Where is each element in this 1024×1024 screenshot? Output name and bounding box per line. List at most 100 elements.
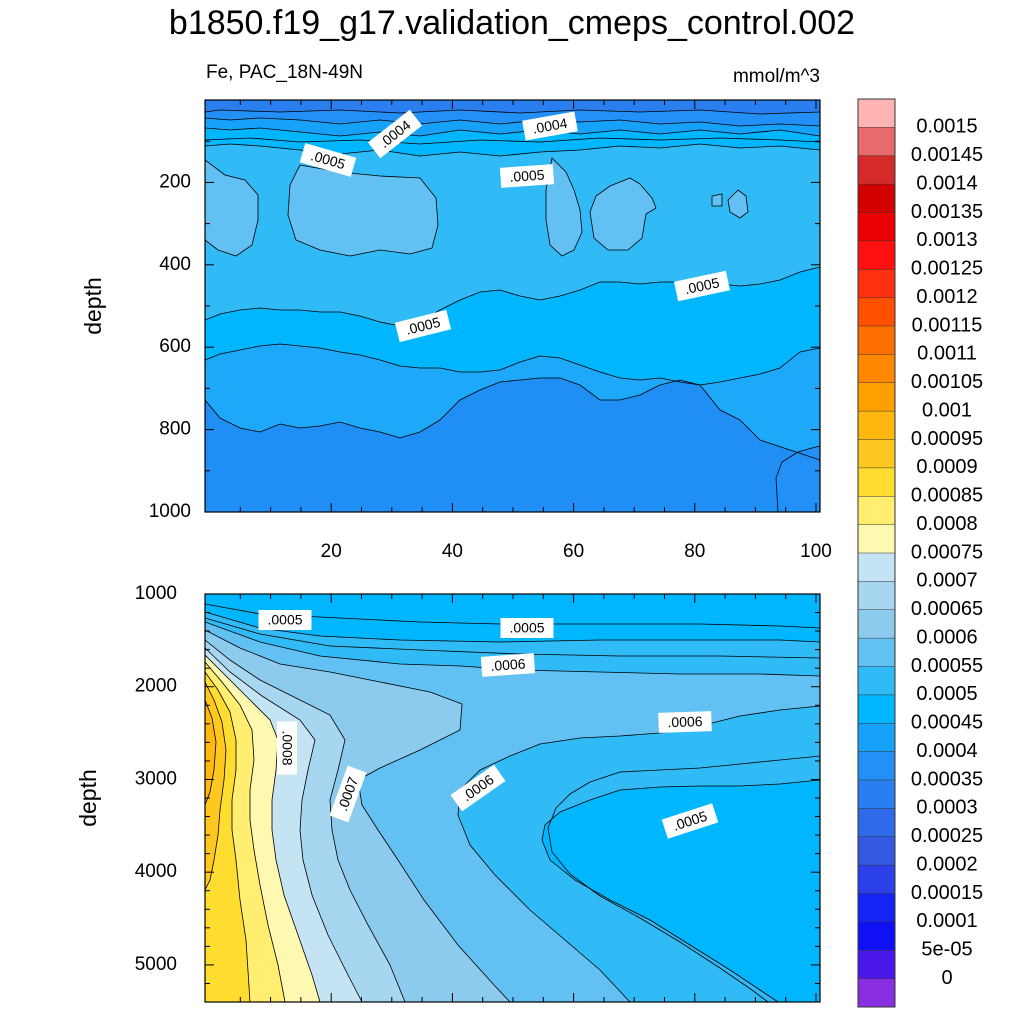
contour-label: .0005 <box>499 164 555 188</box>
contour-label-box <box>277 721 297 775</box>
lower-ytick-label: 2000 <box>135 676 177 697</box>
colorbar-label: 0.00065 <box>911 598 983 620</box>
variable-region-label: Fe, PAC_18N-49N <box>206 62 363 83</box>
contour-label-box <box>258 610 312 630</box>
upper-panel <box>205 100 820 512</box>
upper-surface-0003 <box>205 100 820 114</box>
upper-xtick-label: 60 <box>563 541 584 562</box>
contour-label-box <box>499 164 555 188</box>
upper-xtick-label: 40 <box>442 541 463 562</box>
contour-label: .0008 <box>277 721 297 775</box>
colorbar-swatch <box>858 240 895 270</box>
colorbar-swatch <box>858 666 895 696</box>
contour-label-box <box>500 618 554 638</box>
colorbar-swatch <box>858 638 895 667</box>
colorbar-label: 0.0009 <box>916 456 977 478</box>
colorbar-label: 0.00095 <box>911 428 983 450</box>
lower-ylabel: depth <box>75 769 101 827</box>
upper-xtick-label: 20 <box>321 541 342 562</box>
contour-label-box <box>367 109 423 159</box>
colorbar-swatch <box>858 950 895 980</box>
colorbar-label: 0.0002 <box>916 853 977 875</box>
colorbar-swatch <box>858 297 895 327</box>
colorbar-swatch <box>858 978 895 1008</box>
colorbar-swatch <box>858 751 895 781</box>
contour-label: .0005 <box>673 270 731 302</box>
upper-ytick-label: 1000 <box>149 501 191 522</box>
units-label: mmol/m^3 <box>732 66 820 87</box>
contour-label-text: .0005 <box>683 274 721 297</box>
colorbar-label: 0.00055 <box>911 655 983 677</box>
colorbar-label: 5e-05 <box>921 939 972 961</box>
colorbar-label: 0.0004 <box>916 740 977 762</box>
colorbar-swatch <box>858 865 895 894</box>
colorbar-swatch <box>858 723 895 753</box>
contour-label-text: .0008 <box>279 730 295 765</box>
contour-label-box <box>522 111 578 141</box>
colorbar-swatch <box>858 893 895 923</box>
colorbar-label: 0 <box>941 967 952 989</box>
colorbar-label: 0.00105 <box>911 371 983 393</box>
lower-ytick-label: 5000 <box>135 954 177 975</box>
upper-band-00055-blob-a <box>205 160 258 256</box>
upper-ytick-label: 600 <box>159 336 191 357</box>
contour-label-text: .0005 <box>509 620 544 636</box>
colorbar-swatch <box>858 921 895 951</box>
contour-label: .0006 <box>658 711 712 733</box>
lower-ytick-label: 3000 <box>135 768 177 789</box>
upper-ylabel: depth <box>80 277 106 335</box>
colorbar-swatch <box>858 836 895 866</box>
colorbar-label: 0.00075 <box>911 541 983 563</box>
colorbar: 0.0015 0.00145 0.0014 0.00135 0.0013 0.00125 0… <box>857 98 983 1008</box>
contour-label-box <box>480 653 536 677</box>
colorbar-label: 0.0001 <box>916 910 977 932</box>
contour-label-box <box>450 764 506 812</box>
colorbar-label: 0.0008 <box>916 513 977 535</box>
contour-label-text: .0006 <box>490 655 526 673</box>
upper-ytick-label: 200 <box>159 171 191 192</box>
contour-label-text: .0004 <box>531 115 568 137</box>
colorbar-label: 0.00025 <box>911 825 983 847</box>
contour-label: .0005 <box>500 618 554 638</box>
colorbar-frame <box>857 98 896 1008</box>
colorbar-swatch <box>858 99 895 128</box>
colorbar-swatch <box>858 184 895 213</box>
colorbar-label: 0.0014 <box>916 172 977 194</box>
colorbar-swatch <box>858 127 895 157</box>
contour-label-text: .0006 <box>667 713 703 730</box>
colorbar-label: 0.00145 <box>911 144 983 166</box>
colorbar-swatch <box>858 581 895 611</box>
upper-contour-labels: .0004.0004.0005.0005.0005.0005 <box>299 109 731 343</box>
upper-band-deep-right <box>776 446 820 512</box>
colorbar-swatch <box>858 524 895 554</box>
contour-label-text: .0005 <box>509 166 545 184</box>
colorbar-label: 0.001 <box>922 399 972 421</box>
colorbar-swatch <box>858 609 895 639</box>
colorbar-swatch <box>858 354 895 384</box>
contour-label: .0005 <box>258 610 312 630</box>
colorbar-label: 0.00045 <box>911 712 983 734</box>
colorbar-swatch <box>858 212 895 242</box>
upper-ytick-label: 400 <box>159 254 191 275</box>
colorbar-label: 0.00035 <box>911 768 983 790</box>
upper-band-00055-blob-c <box>546 158 582 256</box>
lower-ytick-label: 4000 <box>135 861 177 882</box>
contour-label-box <box>661 803 719 839</box>
contour-label-box <box>673 270 731 302</box>
colorbar-swatch <box>858 553 895 582</box>
contour-label-text: .0005 <box>267 612 302 628</box>
colorbar-label: 0.0005 <box>916 683 977 705</box>
colorbar-label: 0.0007 <box>916 570 977 592</box>
upper-xtick-label: 100 <box>800 541 832 562</box>
colorbar-label: 0.0015 <box>916 116 977 138</box>
colorbar-label: 0.00125 <box>911 258 983 280</box>
colorbar-label: 0.00015 <box>911 882 983 904</box>
colorbar-label: 0.0003 <box>916 797 977 819</box>
colorbar-swatch <box>858 411 895 440</box>
colorbar-label: 0.0006 <box>916 626 977 648</box>
colorbar-swatch <box>858 382 895 412</box>
colorbar-swatch <box>858 326 895 355</box>
lower-axes: 1000 2000 3000 4000 5000 depth <box>75 583 820 1002</box>
contour-label-box <box>394 309 452 343</box>
